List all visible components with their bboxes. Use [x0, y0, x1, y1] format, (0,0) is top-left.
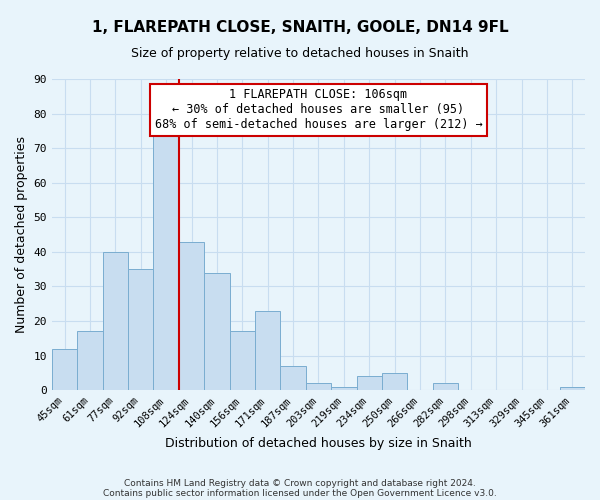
- Bar: [103, 252, 128, 390]
- Text: Contains HM Land Registry data © Crown copyright and database right 2024.: Contains HM Land Registry data © Crown c…: [124, 478, 476, 488]
- Bar: [433, 384, 458, 390]
- Bar: [331, 387, 356, 390]
- Bar: [306, 384, 331, 390]
- Bar: [204, 272, 230, 390]
- Text: Size of property relative to detached houses in Snaith: Size of property relative to detached ho…: [131, 48, 469, 60]
- Bar: [179, 242, 204, 390]
- Bar: [230, 332, 255, 390]
- Bar: [52, 348, 77, 390]
- Bar: [560, 387, 585, 390]
- X-axis label: Distribution of detached houses by size in Snaith: Distribution of detached houses by size …: [165, 437, 472, 450]
- Bar: [77, 332, 103, 390]
- Text: 1, FLAREPATH CLOSE, SNAITH, GOOLE, DN14 9FL: 1, FLAREPATH CLOSE, SNAITH, GOOLE, DN14 …: [92, 20, 508, 35]
- Bar: [154, 134, 179, 390]
- Bar: [280, 366, 306, 390]
- Bar: [356, 376, 382, 390]
- Text: 1 FLAREPATH CLOSE: 106sqm
← 30% of detached houses are smaller (95)
68% of semi-: 1 FLAREPATH CLOSE: 106sqm ← 30% of detac…: [155, 88, 482, 132]
- Y-axis label: Number of detached properties: Number of detached properties: [15, 136, 28, 333]
- Bar: [128, 269, 154, 390]
- Text: Contains public sector information licensed under the Open Government Licence v3: Contains public sector information licen…: [103, 488, 497, 498]
- Bar: [255, 310, 280, 390]
- Bar: [382, 373, 407, 390]
